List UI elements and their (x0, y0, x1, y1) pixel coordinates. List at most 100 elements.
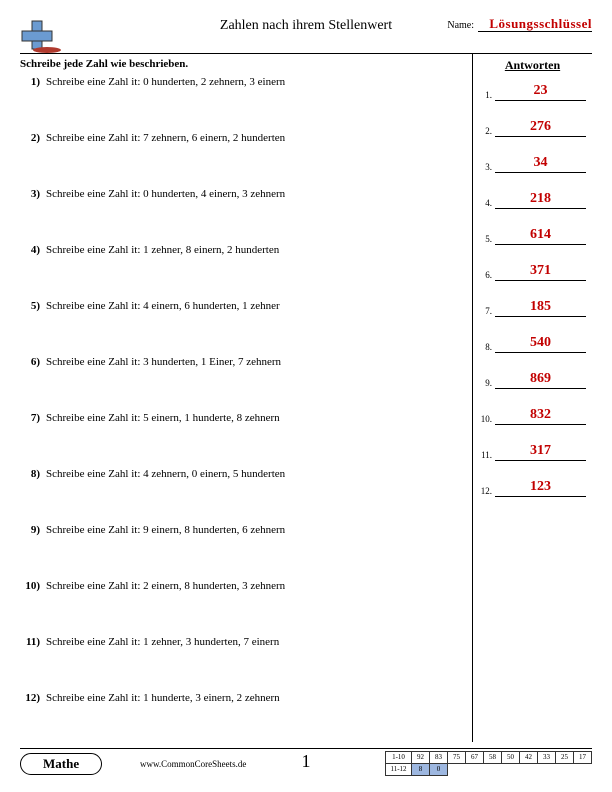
question-row: 8)Schreibe eine Zahl it: 4 zehnern, 0 ei… (20, 468, 440, 480)
answer-key-label: Lösungsschlüssel (489, 16, 592, 32)
question-text: Schreibe eine Zahl it: 5 einern, 1 hunde… (46, 412, 440, 424)
answer-number: 6. (477, 270, 495, 281)
score-cell (574, 764, 592, 776)
question-number: 1) (20, 76, 46, 88)
answer-row: 3.34 (477, 155, 586, 173)
score-cell (484, 764, 502, 776)
question-row: 11)Schreibe eine Zahl it: 1 zehner, 3 hu… (20, 636, 440, 648)
answer-row: 12.123 (477, 479, 586, 497)
question-row: 5)Schreibe eine Zahl it: 4 einern, 6 hun… (20, 300, 440, 312)
answer-value: 317 (495, 443, 586, 461)
answer-value: 23 (495, 83, 586, 101)
question-row: 1)Schreibe eine Zahl it: 0 hunderten, 2 … (20, 76, 440, 88)
answer-row: 7.185 (477, 299, 586, 317)
score-cell (520, 764, 538, 776)
questions-list: 1)Schreibe eine Zahl it: 0 hunderten, 2 … (20, 76, 440, 748)
question-number: 11) (20, 636, 46, 648)
question-text: Schreibe eine Zahl it: 0 hunderten, 2 ze… (46, 76, 440, 88)
question-text: Schreibe eine Zahl it: 4 zehnern, 0 eine… (46, 468, 440, 480)
score-cell: 33 (538, 752, 556, 764)
question-number: 9) (20, 524, 46, 536)
answer-number: 12. (477, 486, 495, 497)
question-row: 2)Schreibe eine Zahl it: 7 zehnern, 6 ei… (20, 132, 440, 144)
score-cell (502, 764, 520, 776)
score-cell: 92 (412, 752, 430, 764)
worksheet-footer: Mathe www.CommonCoreSheets.de 1 1-109283… (20, 748, 592, 776)
question-text: Schreibe eine Zahl it: 1 zehner, 3 hunde… (46, 636, 440, 648)
score-cell: 58 (484, 752, 502, 764)
score-row-label: 1-10 (386, 752, 412, 764)
question-text: Schreibe eine Zahl it: 9 einern, 8 hunde… (46, 524, 440, 536)
answer-number: 3. (477, 162, 495, 173)
answer-number: 11. (477, 450, 495, 461)
answer-value: 34 (495, 155, 586, 173)
answers-heading: Antworten (473, 58, 592, 73)
page-number: 1 (302, 751, 311, 772)
answer-row: 6.371 (477, 263, 586, 281)
answer-row: 4.218 (477, 191, 586, 209)
answer-row: 10.832 (477, 407, 586, 425)
score-cell: 75 (448, 752, 466, 764)
subject-pill: Mathe (20, 753, 102, 775)
answers-column: Antworten 1.23 2.276 3.34 4.218 5.614 6.371 7.… (472, 54, 592, 742)
answer-value: 185 (495, 299, 586, 317)
question-row: 7)Schreibe eine Zahl it: 5 einern, 1 hun… (20, 412, 440, 424)
score-cell: 67 (466, 752, 484, 764)
answer-row: 8.540 (477, 335, 586, 353)
answer-number: 7. (477, 306, 495, 317)
worksheet-header: Zahlen nach ihrem Stellenwert Name: Lösu… (20, 18, 592, 54)
question-text: Schreibe eine Zahl it: 4 einern, 6 hunde… (46, 300, 440, 312)
question-number: 2) (20, 132, 46, 144)
answer-row: 5.614 (477, 227, 586, 245)
question-text: Schreibe eine Zahl it: 0 hunderten, 4 ei… (46, 188, 440, 200)
score-cell: 25 (556, 752, 574, 764)
question-number: 6) (20, 356, 46, 368)
question-number: 5) (20, 300, 46, 312)
question-number: 12) (20, 692, 46, 704)
score-cell (448, 764, 466, 776)
question-row: 3)Schreibe eine Zahl it: 0 hunderten, 4 … (20, 188, 440, 200)
source-url: www.CommonCoreSheets.de (140, 759, 246, 769)
score-cell: 8 (412, 764, 430, 776)
answer-number: 2. (477, 126, 495, 137)
score-cell: 50 (502, 752, 520, 764)
answer-value: 869 (495, 371, 586, 389)
question-number: 3) (20, 188, 46, 200)
question-row: 12)Schreibe eine Zahl it: 1 hunderte, 3 … (20, 692, 440, 704)
answer-value: 371 (495, 263, 586, 281)
question-number: 4) (20, 244, 46, 256)
answer-number: 9. (477, 378, 495, 389)
answer-number: 5. (477, 234, 495, 245)
answer-value: 832 (495, 407, 586, 425)
question-text: Schreibe eine Zahl it: 7 zehnern, 6 eine… (46, 132, 440, 144)
question-text: Schreibe eine Zahl it: 2 einern, 8 hunde… (46, 580, 440, 592)
answer-row: 2.276 (477, 119, 586, 137)
answer-number: 8. (477, 342, 495, 353)
answer-number: 4. (477, 198, 495, 209)
question-text: Schreibe eine Zahl it: 3 hunderten, 1 Ei… (46, 356, 440, 368)
score-cell (466, 764, 484, 776)
question-text: Schreibe eine Zahl it: 1 hunderte, 3 ein… (46, 692, 440, 704)
answer-value: 218 (495, 191, 586, 209)
answer-value: 276 (495, 119, 586, 137)
score-cell (538, 764, 556, 776)
question-number: 10) (20, 580, 46, 592)
score-cell: 0 (430, 764, 448, 776)
question-row: 4)Schreibe eine Zahl it: 1 zehner, 8 ein… (20, 244, 440, 256)
answer-row: 11.317 (477, 443, 586, 461)
question-number: 8) (20, 468, 46, 480)
answer-value: 540 (495, 335, 586, 353)
name-label: Name: (447, 20, 474, 31)
question-text: Schreibe eine Zahl it: 1 zehner, 8 einer… (46, 244, 440, 256)
question-row: 6)Schreibe eine Zahl it: 3 hunderten, 1 … (20, 356, 440, 368)
answer-row: 9.869 (477, 371, 586, 389)
score-cell (556, 764, 574, 776)
score-grid: 1-109283756758504233251711-1280 (385, 751, 592, 776)
answer-value: 614 (495, 227, 586, 245)
answer-row: 1.23 (477, 83, 586, 101)
question-number: 7) (20, 412, 46, 424)
score-cell: 42 (520, 752, 538, 764)
score-cell: 83 (430, 752, 448, 764)
score-cell: 17 (574, 752, 592, 764)
answer-number: 1. (477, 90, 495, 101)
